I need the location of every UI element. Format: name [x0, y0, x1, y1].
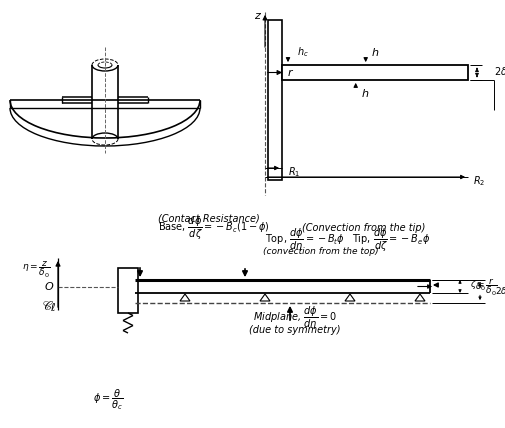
Text: $\ell$: $\ell$ — [50, 301, 56, 313]
Text: $R_2$: $R_2$ — [472, 174, 484, 188]
Text: (convection from the top): (convection from the top) — [263, 247, 378, 256]
Text: $h_c$: $h_c$ — [296, 45, 308, 59]
Text: Midplane, $\dfrac{d\phi}{d\eta}=0$: Midplane, $\dfrac{d\phi}{d\eta}=0$ — [252, 304, 336, 332]
Text: $z$: $z$ — [254, 11, 262, 21]
Text: $\phi=\dfrac{\theta}{\theta_c}$: $\phi=\dfrac{\theta}{\theta_c}$ — [92, 388, 123, 413]
Polygon shape — [118, 268, 138, 313]
Text: Base, $\dfrac{d\phi}{d\zeta}=-B_c(1-\phi)$: Base, $\dfrac{d\phi}{d\zeta}=-B_c(1-\phi… — [158, 214, 269, 241]
Text: $\zeta=\dfrac{r}{\delta_0}$: $\zeta=\dfrac{r}{\delta_0}$ — [469, 277, 497, 298]
Text: $\delta_0$: $\delta_0$ — [474, 280, 485, 293]
Text: $h$: $h$ — [360, 87, 368, 99]
Text: $h_e$: $h_e$ — [503, 93, 505, 107]
Text: $\eta=\dfrac{z}{\delta_0}$: $\eta=\dfrac{z}{\delta_0}$ — [22, 260, 50, 280]
Text: (Contact Resistance): (Contact Resistance) — [158, 213, 259, 223]
Text: $r$: $r$ — [287, 67, 294, 78]
Text: Tip, $\dfrac{d\phi}{d\zeta}=-B_e\phi$: Tip, $\dfrac{d\phi}{d\zeta}=-B_e\phi$ — [351, 226, 429, 253]
Polygon shape — [268, 20, 281, 180]
Text: (due to symmetry): (due to symmetry) — [249, 325, 340, 335]
Text: $2\delta_0$: $2\delta_0$ — [494, 285, 505, 298]
Text: $2\delta_0$: $2\delta_0$ — [493, 65, 505, 80]
Text: $\mathscr{C}$: $\mathscr{C}$ — [42, 300, 54, 313]
Text: $O$: $O$ — [44, 280, 54, 292]
Text: (Convection from the tip): (Convection from the tip) — [301, 223, 424, 233]
Text: $h$: $h$ — [370, 46, 378, 58]
Polygon shape — [281, 65, 467, 80]
Text: $R_1$: $R_1$ — [287, 165, 300, 179]
Text: Top, $\dfrac{d\phi}{d\eta}=-B_t\phi$: Top, $\dfrac{d\phi}{d\eta}=-B_t\phi$ — [265, 226, 344, 253]
